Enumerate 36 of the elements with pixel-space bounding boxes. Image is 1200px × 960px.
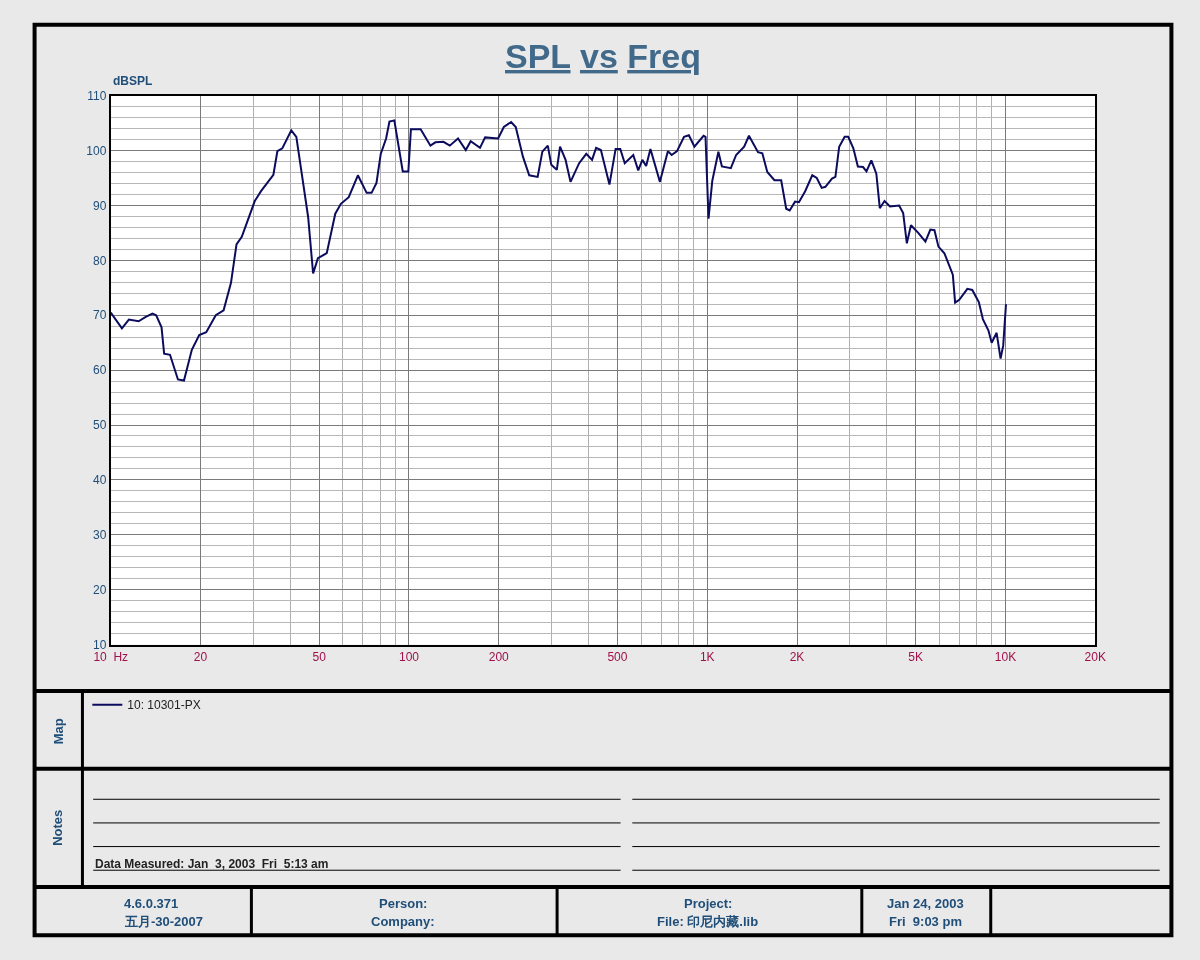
text: Notes <box>50 809 66 846</box>
text: 4.6.0.371 <box>124 896 179 911</box>
text: Data Measured: Jan 3, 2003 Fri 5:13 am <box>95 857 329 871</box>
y-tick-label: 110 <box>87 88 107 103</box>
x-tick-label: 50 <box>312 649 327 664</box>
y-tick-label: 50 <box>93 418 107 433</box>
text: 五月-30-2007 <box>124 914 204 929</box>
y-tick-label: 90 <box>93 198 107 213</box>
x-tick-label: 100 <box>398 649 420 664</box>
x-tick-label: 10 Hz <box>93 649 129 664</box>
chart-title: SPL vs Freq <box>505 37 701 75</box>
y-tick-label: 100 <box>86 143 107 158</box>
x-tick-label: 1K <box>699 649 715 664</box>
x-tick-label: 5K <box>908 649 924 664</box>
legend-label: 10: 10301-PX <box>127 698 201 713</box>
x-tick-label: 20 <box>193 649 208 664</box>
x-tick-label: 10K <box>994 649 1017 664</box>
y-axis-title: dBSPL <box>113 74 153 88</box>
y-tick-label: 70 <box>93 308 107 323</box>
text: Company: <box>371 914 435 929</box>
x-tick-label: 20K <box>1084 649 1106 664</box>
x-tick-label: 2K <box>789 649 805 664</box>
y-tick-label: 20 <box>93 582 107 597</box>
x-tick-label: 500 <box>607 649 628 664</box>
text: Person: <box>379 896 428 911</box>
y-tick-label: 10 <box>93 637 107 652</box>
text: Fri 9:03 pm <box>889 914 962 929</box>
text: Jan 24, 2003 <box>887 896 964 911</box>
x-tick-label: 200 <box>488 649 510 664</box>
text: Map <box>50 718 66 745</box>
y-tick-label: 30 <box>93 527 107 542</box>
y-tick-label: 60 <box>93 363 107 378</box>
text: File: 印尼内藏.lib <box>657 914 759 929</box>
y-tick-label: 80 <box>93 253 107 268</box>
text: Project: <box>684 896 733 911</box>
y-tick-label: 40 <box>93 473 107 488</box>
